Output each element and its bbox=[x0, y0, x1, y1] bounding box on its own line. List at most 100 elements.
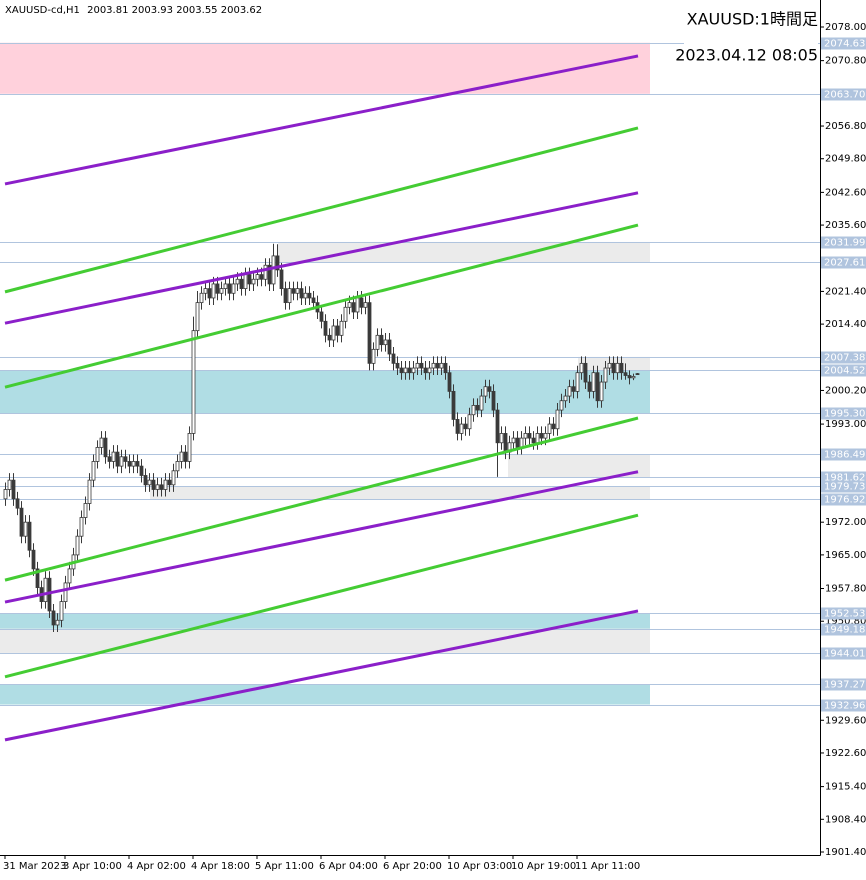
candle-body bbox=[415, 362, 420, 369]
candle-body bbox=[35, 568, 40, 588]
candle-body bbox=[491, 390, 496, 411]
candle-body bbox=[231, 283, 236, 294]
candle-body bbox=[523, 433, 528, 439]
candle-body bbox=[79, 517, 84, 537]
candle-body bbox=[195, 302, 200, 332]
candle-body bbox=[411, 367, 416, 374]
candle-body bbox=[391, 353, 396, 364]
candle-body bbox=[443, 362, 448, 374]
candle-body bbox=[351, 302, 356, 313]
candle-body bbox=[531, 437, 536, 444]
candle-body bbox=[87, 479, 92, 504]
x-tick-label: 31 Mar 2023 bbox=[3, 861, 66, 872]
candle-body bbox=[227, 283, 232, 294]
candle-body bbox=[439, 362, 444, 369]
y-tick-label: 2021.40 bbox=[825, 286, 866, 297]
candle-body bbox=[51, 610, 56, 626]
level-label-box bbox=[821, 493, 866, 506]
y-tick-label: 2042.60 bbox=[825, 187, 866, 198]
level-label-box bbox=[821, 448, 866, 461]
candle-body bbox=[471, 404, 476, 416]
candle-body bbox=[495, 409, 500, 444]
candle-body bbox=[307, 292, 312, 299]
candle-body bbox=[615, 362, 620, 374]
candle-body bbox=[559, 400, 564, 411]
candle-body bbox=[583, 362, 588, 383]
level-label: 2004.52 bbox=[824, 366, 865, 377]
candle-body bbox=[303, 292, 308, 299]
candle-body bbox=[15, 498, 20, 509]
candle-body bbox=[463, 423, 468, 430]
y-tick-label: 1972.00 bbox=[825, 517, 866, 528]
candle-body bbox=[159, 484, 164, 490]
candle-body bbox=[455, 419, 460, 434]
candle-body bbox=[67, 568, 72, 584]
candle-body bbox=[579, 362, 584, 374]
candle-body bbox=[163, 479, 168, 490]
header: XAUUSD-cd,H1 2003.81 2003.93 2003.55 200… bbox=[5, 5, 262, 16]
level-label-box bbox=[821, 647, 866, 660]
level-label: 1949.18 bbox=[824, 625, 865, 636]
candle-body bbox=[131, 461, 136, 467]
level-label-box bbox=[821, 699, 866, 712]
candle-body bbox=[295, 288, 300, 294]
candle-body bbox=[631, 376, 636, 379]
candle-body bbox=[475, 404, 480, 411]
level-label: 1976.92 bbox=[824, 495, 865, 506]
candle-body bbox=[99, 437, 104, 448]
candle-body bbox=[419, 362, 424, 369]
x-tick-label: 6 Apr 20:00 bbox=[383, 861, 442, 872]
level-label-box bbox=[821, 236, 866, 249]
candle-body bbox=[567, 386, 572, 397]
x-tick-label: 11 Apr 11:00 bbox=[575, 861, 640, 872]
candle-body bbox=[179, 451, 184, 462]
candle-body bbox=[543, 433, 548, 439]
level-label-box bbox=[821, 88, 866, 101]
zone bbox=[0, 628, 650, 653]
candle-body bbox=[547, 423, 552, 434]
candle-body bbox=[467, 414, 472, 430]
y-tick-label: 1915.40 bbox=[825, 782, 866, 793]
candle-body bbox=[563, 395, 568, 402]
y-tick-label: 1965.00 bbox=[825, 550, 866, 561]
candle-body bbox=[619, 362, 624, 374]
candle-body bbox=[551, 423, 556, 430]
candle-body bbox=[211, 283, 216, 299]
candle-body bbox=[259, 274, 264, 280]
y-tick-label: 1993.00 bbox=[825, 419, 866, 430]
candles bbox=[3, 243, 640, 632]
x-tick-label: 3 Apr 10:00 bbox=[63, 861, 122, 872]
candle-body bbox=[27, 521, 32, 551]
candle-body bbox=[611, 362, 616, 374]
x-tick-label: 5 Apr 11:00 bbox=[255, 861, 314, 872]
candle-body bbox=[403, 367, 408, 374]
level-label-box bbox=[821, 351, 866, 364]
candle-body bbox=[23, 521, 28, 537]
candle-body bbox=[527, 433, 532, 439]
candle-body bbox=[183, 451, 188, 462]
candle-body bbox=[511, 437, 516, 444]
trendline bbox=[4, 191, 639, 325]
candle-body bbox=[459, 423, 464, 434]
candle-body bbox=[571, 386, 576, 392]
trendline bbox=[4, 416, 639, 582]
level-label-box bbox=[821, 364, 866, 377]
candle-body bbox=[247, 274, 252, 285]
candle-body bbox=[371, 348, 376, 364]
level-label: 1932.96 bbox=[824, 701, 865, 712]
y-tick-label: 1908.40 bbox=[825, 814, 866, 825]
level-label: 1937.27 bbox=[824, 680, 865, 691]
candle-body bbox=[143, 475, 148, 486]
candle-body bbox=[255, 274, 260, 280]
candle-body bbox=[55, 619, 60, 626]
y-tick-label: 2035.60 bbox=[825, 220, 866, 231]
candle-body bbox=[383, 339, 388, 346]
candle-body bbox=[327, 334, 332, 341]
candle-body bbox=[359, 297, 364, 308]
candle-body bbox=[7, 479, 12, 490]
trendline bbox=[4, 54, 639, 186]
candle-body bbox=[335, 325, 340, 336]
candle-body bbox=[263, 264, 268, 280]
candle-body bbox=[515, 437, 520, 448]
